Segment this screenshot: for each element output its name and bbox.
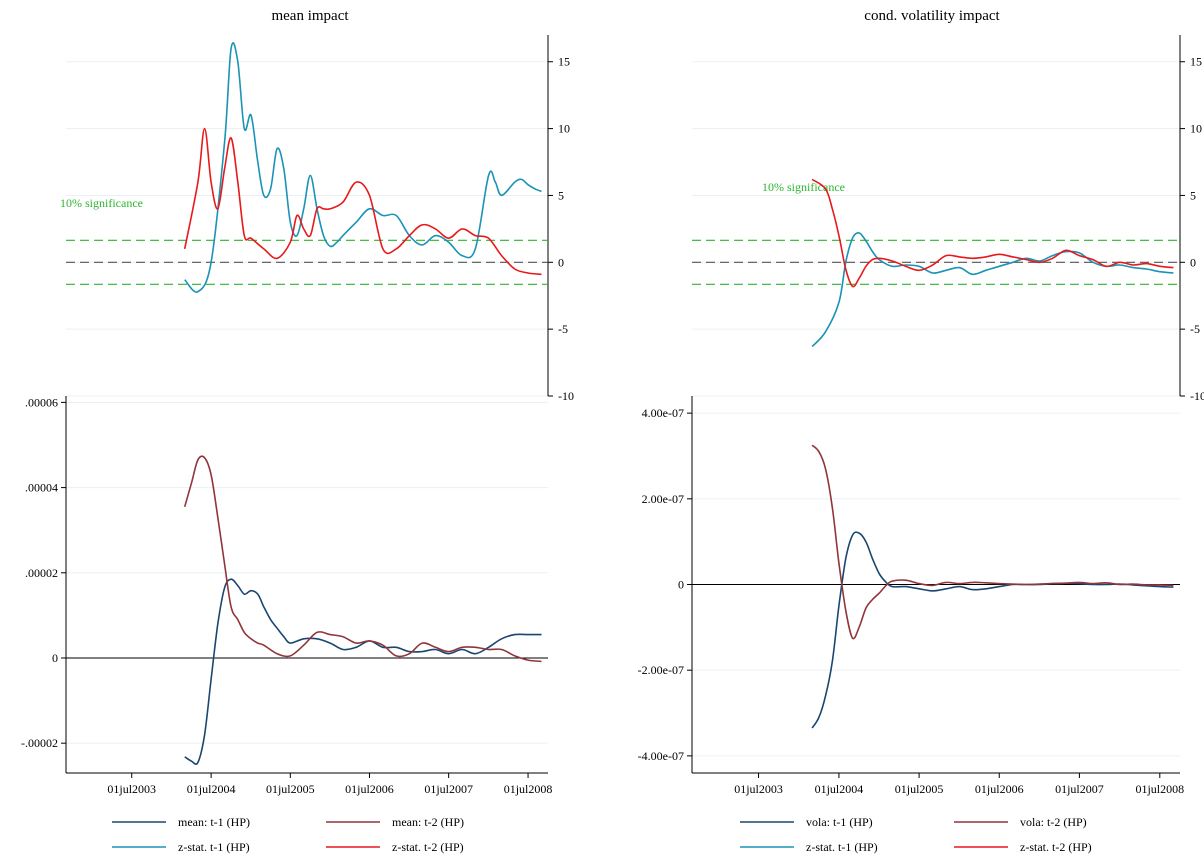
x-tick-label: 01jul2004 xyxy=(815,782,864,796)
y-tick-label: 0 xyxy=(1190,255,1196,269)
y-tick-label: -.00002 xyxy=(21,736,58,750)
series-line-2 xyxy=(811,178,1174,288)
y-tick-label: .00002 xyxy=(25,566,58,580)
panel-mean-bottom: -.00002 0 .00002 .00004 .00006 01jul2003 01jul… xyxy=(21,395,552,796)
x-tick-label: 01jul2007 xyxy=(424,782,473,796)
y-tick-label: 5 xyxy=(558,188,564,202)
y-tick-label: -5 xyxy=(1190,322,1200,336)
x-tick-label: 01jul2003 xyxy=(107,782,156,796)
y-tick-label: -4.00e-07 xyxy=(638,749,684,763)
x-tick-label: 01jul2005 xyxy=(895,782,944,796)
chart-title: cond. volatility impact xyxy=(864,8,1000,24)
x-tick-label: 01jul2005 xyxy=(266,782,315,796)
y-tick-label: 10 xyxy=(1190,122,1202,136)
legend-label: mean: t-2 (HP) xyxy=(392,815,464,829)
y-tick-label: 0 xyxy=(558,255,564,269)
y-tick-label: -2.00e-07 xyxy=(638,663,684,677)
significance-annotation: 10% significance xyxy=(762,180,845,194)
legend-label: z-stat. t-2 (HP) xyxy=(1020,840,1092,854)
legend-left: mean: t-1 (HP) mean: t-2 (HP) z-stat. t-1 … xyxy=(112,815,464,854)
legend-label: z-stat. t-2 (HP) xyxy=(392,840,464,854)
y-tick-label: 2.00e-07 xyxy=(642,492,684,506)
chart-title: mean impact xyxy=(271,8,349,24)
y-tick-label: 4.00e-07 xyxy=(642,406,684,420)
y-tick-label: -5 xyxy=(558,322,568,336)
series-line-1 xyxy=(184,42,542,293)
legend-label: z-stat. t-1 (HP) xyxy=(178,840,250,854)
significance-annotation: 10% significance xyxy=(60,196,143,210)
x-tick-label: 01jul2008 xyxy=(504,782,553,796)
y-tick-label: 10 xyxy=(558,122,570,136)
y-tick-label: 0 xyxy=(52,651,58,665)
y-tick-label: 5 xyxy=(1190,188,1196,202)
y-tick-label: .00004 xyxy=(25,481,58,495)
y-tick-label: 15 xyxy=(1190,55,1202,69)
series-line-1 xyxy=(811,531,1174,729)
y-tick-label: -10 xyxy=(558,389,574,403)
x-tick-label: 01jul2006 xyxy=(345,782,394,796)
series-line-2 xyxy=(811,444,1174,640)
x-tick-label: 01jul2006 xyxy=(975,782,1024,796)
series-line-1 xyxy=(184,578,542,765)
x-tick-label: 01jul2003 xyxy=(734,782,783,796)
y-tick-label: 0 xyxy=(678,578,684,592)
y-tick-label: .00006 xyxy=(25,395,58,409)
x-tick-label: 01jul2004 xyxy=(187,782,236,796)
panel-vola-top: -10 -5 0 5 10 15 cond. volatility impact 10% si… xyxy=(692,8,1204,403)
panel-vola-bottom: -4.00e-07 -2.00e-07 0 2.00e-07 4.00e-07 01jul… xyxy=(638,396,1184,796)
legend-right: vola: t-1 (HP) vola: t-2 (HP) z-stat. t-1 … xyxy=(740,815,1092,854)
y-tick-label: -10 xyxy=(1190,389,1204,403)
series-line-2 xyxy=(183,127,542,276)
legend-label: z-stat. t-1 (HP) xyxy=(806,840,878,854)
y-tick-label: 15 xyxy=(558,55,570,69)
series-line-2 xyxy=(183,455,542,663)
legend-label: vola: t-1 (HP) xyxy=(806,815,873,829)
panel-mean-top: -10 -5 0 5 10 15 mean impact 10% significance xyxy=(60,8,574,403)
x-tick-label: 01jul2008 xyxy=(1135,782,1184,796)
legend-label: vola: t-2 (HP) xyxy=(1020,815,1087,829)
x-tick-label: 01jul2007 xyxy=(1055,782,1104,796)
legend-label: mean: t-1 (HP) xyxy=(178,815,250,829)
